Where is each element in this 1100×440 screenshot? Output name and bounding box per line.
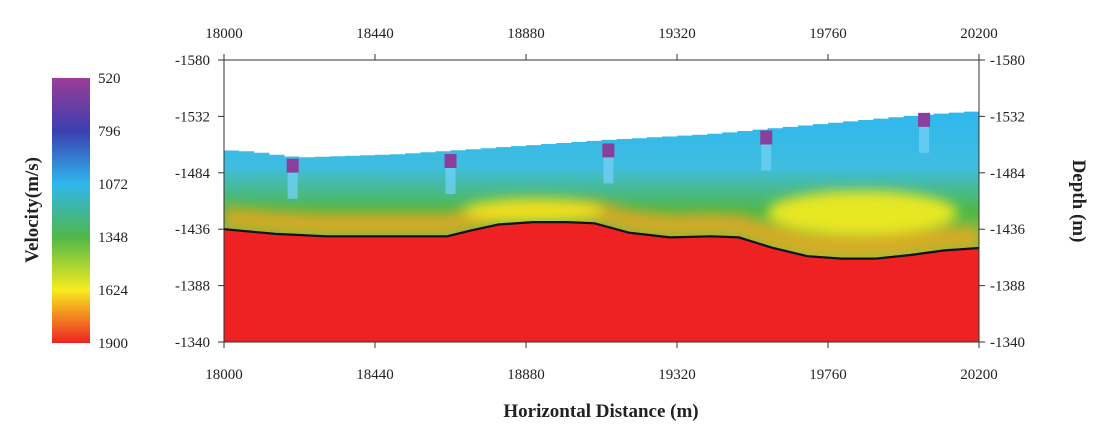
plot-area <box>224 111 979 342</box>
receiver-marker <box>444 154 457 168</box>
x-tick-label-bottom: 18000 <box>205 367 243 383</box>
interface-line <box>224 221 979 260</box>
y-tick-label-right: -1580 <box>990 53 1025 69</box>
y-tick-label-right: -1532 <box>990 109 1025 125</box>
receiver-markers <box>286 112 931 199</box>
x-tick-label-bottom: 19760 <box>809 367 847 383</box>
colorbar-tick-labels: 520 796 1072 1348 1624 1900 <box>98 71 129 352</box>
y-tick-label-right: -1388 <box>990 279 1025 295</box>
receiver-shadow <box>287 172 298 199</box>
y-tick-label-right: -1340 <box>990 335 1025 351</box>
y-axis-right: -1580 -1532 -1484 -1436 -1388 -1340 <box>979 53 1025 351</box>
x-tick-label-top: 18000 <box>205 26 243 42</box>
colorbar-tick-label: 1624 <box>98 283 129 299</box>
y-tick-label-left: -1580 <box>175 53 210 69</box>
y-tick-label-left: -1436 <box>175 222 210 238</box>
y-tick-label-left: -1340 <box>175 335 210 351</box>
x-axis-bottom: 18000 18440 18880 19320 19760 20200 <box>205 342 998 383</box>
x-tick-label-top: 18440 <box>356 26 394 42</box>
plot-frame <box>223 59 980 343</box>
y-tick-label-right: -1484 <box>990 166 1025 182</box>
colorbar-tick-label: 1072 <box>98 177 128 193</box>
colorbar-title: Velocity(m/s) <box>22 157 43 263</box>
x-tick-label-top: 19760 <box>809 26 847 42</box>
receiver-marker <box>602 143 615 158</box>
y-tick-label-left: -1484 <box>175 166 210 182</box>
y-axis-left: -1580 -1532 -1484 -1436 -1388 -1340 <box>175 53 224 351</box>
x-tick-label-bottom: 18440 <box>356 367 394 383</box>
velocity-anomalies <box>224 190 979 258</box>
colorbar-ramp <box>52 78 90 343</box>
y-tick-label-left: -1532 <box>175 109 210 125</box>
x-tick-label-top: 18880 <box>507 26 545 42</box>
y-tick-label-right: -1436 <box>990 222 1025 238</box>
x-tick-label-bottom: 18880 <box>507 367 545 383</box>
x-axis-top: 18000 18440 18880 19320 19760 20200 <box>205 26 998 60</box>
y-tick-label-left: -1388 <box>175 279 210 295</box>
receiver-shadow <box>603 157 614 184</box>
x-tick-label-top: 19320 <box>658 26 696 42</box>
receiver-marker <box>760 130 773 145</box>
colorbar: 520 796 1072 1348 1624 1900 Velocity(m/s) <box>22 71 129 352</box>
receiver-marker <box>918 112 931 127</box>
y-axis-title-right: Depth (m) <box>1068 160 1089 243</box>
receiver-shadow <box>761 144 772 171</box>
colorbar-tick-label: 520 <box>98 71 121 87</box>
x-tick-label-bottom: 19320 <box>658 367 696 383</box>
velocity-field-lower <box>224 222 979 342</box>
colorbar-tick-label: 1900 <box>98 336 128 352</box>
receiver-shadow <box>919 126 930 153</box>
x-tick-label-bottom: 20200 <box>960 367 998 383</box>
x-axis-title: Horizontal Distance (m) <box>503 401 698 422</box>
receiver-marker <box>286 158 299 173</box>
colorbar-tick-label: 1348 <box>98 230 128 246</box>
x-tick-label-top: 20200 <box>960 26 998 42</box>
receiver-shadow <box>445 168 456 194</box>
colorbar-tick-label: 796 <box>98 124 121 140</box>
